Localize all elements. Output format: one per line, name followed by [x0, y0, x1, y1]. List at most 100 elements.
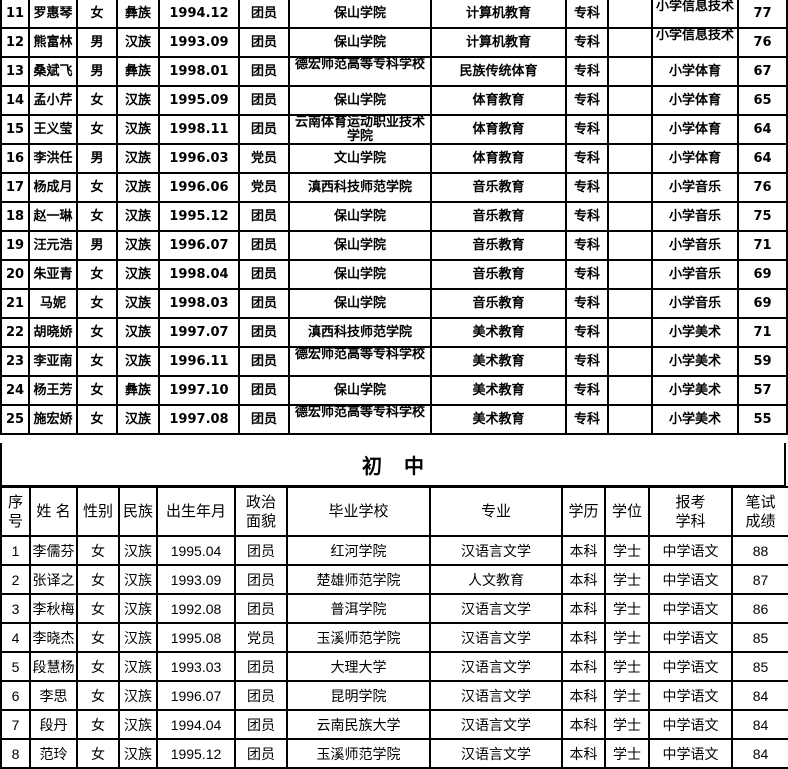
cell-birth: 1998.01: [158, 56, 240, 87]
header-political: 政治面貌: [234, 486, 288, 537]
cell-major: 音乐教育: [430, 172, 567, 203]
cell-education: 专科: [565, 317, 609, 348]
cell-political: 团员: [238, 114, 290, 145]
cell-education: 本科: [561, 651, 606, 682]
cell-political: 团员: [234, 680, 288, 711]
cell-ethnicity: 汉族: [116, 259, 160, 290]
cell-score: 75: [737, 201, 788, 232]
cell-political: 团员: [238, 85, 290, 116]
cell-education: 专科: [565, 288, 609, 319]
cell-text: 小学信息技术: [655, 0, 734, 14]
cell-score: 76: [737, 172, 788, 203]
cell-seq: 5: [0, 651, 31, 682]
cell-ethnicity: 汉族: [118, 651, 158, 682]
cell-seq: 7: [0, 709, 31, 740]
cell-gender: 女: [76, 404, 118, 435]
header-degree: 学位: [604, 486, 650, 537]
cell-political: 团员: [238, 0, 290, 29]
cell-ethnicity: 汉族: [116, 201, 160, 232]
cell-subject: 小学音乐: [651, 288, 739, 319]
cell-subject: 小学音乐: [651, 230, 739, 261]
cell-major: 音乐教育: [430, 230, 567, 261]
cell-school: 红河学院: [286, 535, 431, 566]
cell-major: 音乐教育: [430, 288, 567, 319]
cell-school: 保山学院: [288, 259, 432, 290]
header-seq: 序号: [0, 486, 31, 537]
cell-birth: 1996.06: [158, 172, 240, 203]
cell-political: 党员: [234, 622, 288, 653]
cell-name: 范玲: [29, 738, 78, 769]
cell-text: 德宏师范高等专科学校: [294, 348, 425, 362]
cell-degree: [607, 56, 653, 87]
cell-text: 德宏师范高等专科学校: [294, 406, 425, 420]
cell-school: 保山学院: [288, 288, 432, 319]
cell-name: 张译之: [29, 564, 78, 595]
cell-birth: 1992.08: [156, 593, 236, 624]
cell-gender: 女: [76, 317, 118, 348]
cell-birth: 1993.09: [156, 564, 236, 595]
cell-ethnicity: 汉族: [116, 172, 160, 203]
cell-subject: 中学语文: [648, 651, 733, 682]
cell-major: 汉语言文学: [429, 651, 563, 682]
cell-gender: 男: [76, 56, 118, 87]
header-score: 笔试成绩: [731, 486, 788, 537]
header-ethnicity: 民族: [118, 486, 158, 537]
cell-gender: 女: [76, 535, 120, 566]
table-row: 22 胡晓娇女汉族 1997.07 团员 滇西科技师范学院 美术教育 专科 小学美术 71: [0, 317, 788, 348]
cell-birth: 1995.12: [158, 201, 240, 232]
cell-seq: 1: [0, 535, 31, 566]
cell-subject: 中学语文: [648, 680, 733, 711]
cell-birth: 1995.12: [156, 738, 236, 769]
cell-ethnicity: 汉族: [118, 593, 158, 624]
cell-school: 德宏师范高等专科学校: [288, 404, 432, 435]
cell-school: 昆明学院: [286, 680, 431, 711]
cell-birth: 1997.08: [158, 404, 240, 435]
cell-birth: 1993.09: [158, 27, 240, 58]
cell-political: 团员: [234, 651, 288, 682]
cell-political: 团员: [238, 230, 290, 261]
cell-subject: 小学信息技术: [651, 27, 739, 58]
cell-ethnicity: 汉族: [116, 288, 160, 319]
cell-school: 保山学院: [288, 230, 432, 261]
cell-political: 团员: [238, 404, 290, 435]
header-gender: 性别: [76, 486, 120, 537]
cell-seq: 17: [0, 172, 30, 203]
cell-degree: [607, 375, 653, 406]
table-row: 8 范玲女汉族 1995.12 团员 玉溪师范学院 汉语言文学 本科 学士 中学语文 84: [0, 738, 788, 769]
cell-school: 保山学院: [288, 85, 432, 116]
cell-political: 团员: [234, 564, 288, 595]
cell-political: 团员: [234, 593, 288, 624]
cell-major: 人文教育: [429, 564, 563, 595]
cell-degree: 学士: [604, 738, 650, 769]
cell-seq: 19: [0, 230, 30, 261]
cell-political: 团员: [238, 27, 290, 58]
header-text: 政治面貌: [245, 493, 276, 530]
cell-school: 云南民族大学: [286, 709, 431, 740]
cell-political: 团员: [234, 709, 288, 740]
header-text: 序号: [7, 493, 23, 530]
cell-political: 团员: [238, 375, 290, 406]
cell-major: 美术教育: [430, 375, 567, 406]
cell-education: 专科: [565, 172, 609, 203]
cell-score: 67: [737, 56, 788, 87]
cell-degree: [607, 259, 653, 290]
cell-education: 本科: [561, 709, 606, 740]
cell-degree: [607, 288, 653, 319]
table-row: 16 李洪任男汉族 1996.03 党员 文山学院 体育教育 专科 小学体育 64: [0, 143, 788, 174]
cell-ethnicity: 汉族: [118, 680, 158, 711]
cell-political: 团员: [234, 535, 288, 566]
cell-score: 85: [731, 651, 788, 682]
cell-education: 专科: [565, 346, 609, 377]
cell-gender: 女: [76, 709, 120, 740]
cell-school: 德宏师范高等专科学校: [288, 56, 432, 87]
cell-name: 熊富林: [28, 27, 78, 58]
cell-subject: 小学体育: [651, 114, 739, 145]
cell-seq: 15: [0, 114, 30, 145]
cell-subject: 中学语文: [648, 709, 733, 740]
cell-political: 团员: [238, 317, 290, 348]
cell-degree: [607, 143, 653, 174]
cell-name: 杨成月: [28, 172, 78, 203]
cell-degree: [607, 172, 653, 203]
cell-school: 保山学院: [288, 27, 432, 58]
cell-text: 德宏师范高等专科学校: [294, 58, 425, 72]
